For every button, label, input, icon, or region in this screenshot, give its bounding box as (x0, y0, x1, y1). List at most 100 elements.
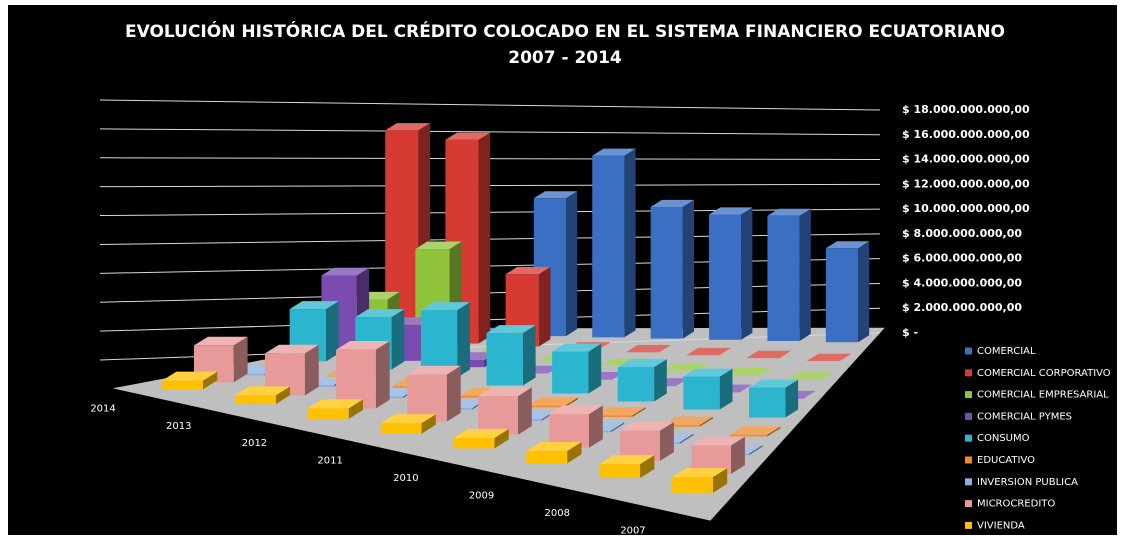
bar-side (304, 344, 319, 396)
y-tick-label: $ 2.000.000.000,00 (902, 301, 1022, 314)
legend-swatch (965, 500, 972, 508)
bar (620, 421, 674, 461)
bar-front (336, 349, 376, 409)
bar-top (552, 343, 602, 352)
bar-side (421, 414, 436, 434)
bar-front (453, 437, 495, 449)
bar-top (650, 199, 694, 207)
x-tick-label: 2013 (166, 421, 191, 432)
bar-top (526, 442, 582, 451)
bar-top (767, 208, 811, 216)
bar-top (806, 353, 852, 361)
bar-front (380, 423, 422, 434)
bar (336, 341, 390, 409)
bar (307, 399, 363, 419)
bar-side (522, 325, 536, 386)
bar-side (679, 433, 694, 444)
bar-side (588, 405, 603, 448)
bar (526, 442, 582, 464)
bar-side (446, 365, 461, 422)
legend-label: COMERCIAL EMPRESARIAL (977, 390, 1109, 401)
legend-swatch (965, 478, 972, 486)
bar-top (729, 426, 781, 435)
x-tick-label: 2010 (393, 473, 418, 484)
bar (265, 344, 319, 396)
bar-top (594, 407, 646, 416)
bar (420, 302, 470, 378)
bar-side (348, 399, 363, 419)
bar-top (691, 436, 745, 446)
bar (599, 455, 655, 478)
bar-top (486, 325, 536, 334)
bar (407, 365, 461, 422)
bar-front (662, 425, 700, 427)
bar-top (194, 336, 248, 346)
x-tick-label: 2009 (469, 491, 494, 502)
bar-front (749, 387, 786, 418)
bar (592, 148, 636, 338)
y-tick-label: $ 12.000.000.000,00 (902, 177, 1030, 190)
y-tick-label: $ 16.000.000.000,00 (902, 128, 1030, 141)
bar-top (686, 347, 731, 356)
x-tick-label: 2014 (90, 403, 115, 414)
legend-swatch (965, 412, 972, 420)
legend-swatch (965, 369, 972, 377)
legend-label: COMERCIAL PYMES (977, 411, 1072, 422)
bar-top (355, 309, 405, 318)
bar-front (526, 451, 568, 464)
bar-side (731, 436, 745, 474)
bar-side (203, 371, 218, 390)
y-tick-label: $ 6.000.000.000,00 (902, 252, 1022, 265)
y-tick-label: $ 8.000.000.000,00 (902, 227, 1022, 240)
x-tick-label: 2011 (317, 456, 342, 467)
bar (552, 343, 602, 394)
bar-side (566, 191, 578, 337)
legend-label: COMERCIAL (977, 346, 1036, 357)
legend-swatch (965, 391, 972, 399)
bar-side (699, 416, 713, 427)
bar-side (799, 208, 811, 341)
bar (686, 347, 731, 356)
bar-front (527, 405, 565, 408)
bar-side (326, 301, 339, 362)
bar (746, 350, 792, 359)
bar-side (660, 421, 674, 461)
bar-top (265, 344, 319, 354)
bar-top (478, 387, 532, 397)
legend-swatch (965, 456, 972, 464)
bar-top (592, 148, 636, 156)
bar-top (709, 207, 753, 215)
bar-front (594, 415, 633, 417)
bar-top (162, 371, 218, 381)
chart-subtitle: 2007 - 2014 (508, 48, 622, 68)
bar-front (767, 215, 800, 341)
bar (806, 353, 852, 361)
bar (486, 325, 536, 386)
bar (478, 387, 532, 435)
bar-side (517, 387, 532, 435)
bar-front (825, 248, 858, 343)
bar-front (407, 374, 447, 422)
bar-top (336, 341, 390, 350)
bar-top (825, 241, 870, 249)
bar-front (683, 376, 720, 410)
bar-front (552, 351, 589, 394)
bar-side (391, 309, 405, 370)
bar-top (662, 416, 713, 426)
bar-front (307, 408, 349, 419)
bar-top (420, 302, 470, 311)
bar (626, 345, 671, 353)
bar-front (234, 395, 276, 405)
bar (594, 407, 646, 417)
legend-label: VIVIENDA (977, 520, 1025, 531)
bar-top (725, 367, 772, 376)
bar-top (527, 397, 579, 406)
bar-top (787, 372, 834, 380)
bar-front (729, 434, 768, 437)
bar (162, 371, 218, 390)
bar-side (588, 343, 602, 394)
legend-swatch (965, 347, 972, 355)
bar-side (375, 341, 390, 409)
